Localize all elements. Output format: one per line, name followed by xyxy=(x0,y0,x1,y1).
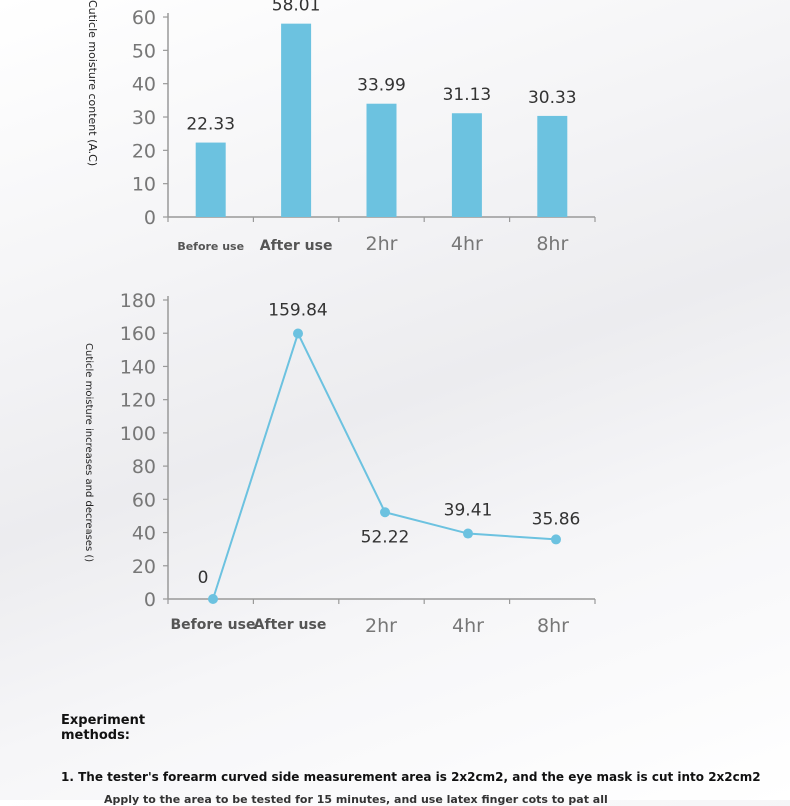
y-tick-label: 20 xyxy=(132,556,156,578)
x-tick-label: 2hr xyxy=(365,615,397,637)
data-label: 0 xyxy=(198,568,209,588)
moisture-content-bar-chart: 0 10 20 30 40 50 60 22.33 Before use 58.01 After u… xyxy=(86,0,596,255)
bar xyxy=(537,115,568,217)
data-label: 52.22 xyxy=(361,527,410,547)
data-label: 33.99 xyxy=(357,76,406,96)
data-label: 31.13 xyxy=(443,85,492,105)
x-tick-label: 8hr xyxy=(537,615,569,637)
decor-dot xyxy=(86,529,90,533)
y-tick-label: 60 xyxy=(132,7,156,29)
x-tick-label: 4hr xyxy=(452,615,484,637)
y-tick-label: 0 xyxy=(144,207,156,229)
y-axis-title: Cuticle moisture content (A.C) xyxy=(86,0,99,166)
y-axis-title: Cuticle moisture increases and decreases… xyxy=(83,343,94,562)
y-tick-label: 140 xyxy=(120,356,156,378)
y-tick-label: 180 xyxy=(120,290,156,312)
y-tick-label: 60 xyxy=(132,489,156,511)
data-point xyxy=(293,328,303,339)
y-tick-label: 0 xyxy=(144,589,156,611)
data-label: 22.33 xyxy=(186,115,235,135)
y-tick-label: 10 xyxy=(132,174,156,196)
data-label: 159.84 xyxy=(268,300,327,320)
y-tick-label: 40 xyxy=(132,74,156,96)
series-line xyxy=(212,330,557,600)
y-tick-label: 120 xyxy=(120,390,156,412)
data-point xyxy=(380,507,390,518)
bar xyxy=(451,113,482,217)
x-tick-label: 4hr xyxy=(451,233,483,255)
x-tick-label: 2hr xyxy=(366,233,398,255)
data-point xyxy=(463,528,473,539)
x-tick-label: Before use xyxy=(171,617,256,633)
data-label: 58.01 xyxy=(272,0,321,16)
data-point xyxy=(551,534,561,545)
y-tick-label: 40 xyxy=(132,523,156,545)
bar xyxy=(366,103,397,217)
x-tick-label: Before use xyxy=(177,240,244,253)
data-label: 35.86 xyxy=(532,509,581,529)
x-tick-label: 8hr xyxy=(536,233,568,255)
data-label: 39.41 xyxy=(444,501,493,521)
data-label: 30.33 xyxy=(528,88,577,108)
methods-heading: Experiment methods: xyxy=(61,713,146,743)
y-tick-label: 100 xyxy=(120,423,156,445)
bar xyxy=(281,23,312,218)
moisture-change-line-chart: 0 20 40 60 80 100 120 140 160 180 0 159.84 52.22 39.4… xyxy=(83,290,596,637)
y-tick-label: 50 xyxy=(132,40,156,62)
bar xyxy=(195,142,226,217)
y-tick-label: 160 xyxy=(120,323,156,345)
y-tick-label: 80 xyxy=(132,456,156,478)
x-tick-label: After use xyxy=(254,617,327,633)
y-tick-label: 20 xyxy=(132,140,156,162)
x-tick-label: After use xyxy=(260,238,333,254)
y-tick-label: 30 xyxy=(132,107,156,129)
methods-step-1: 1. The tester's forearm curved side meas… xyxy=(61,770,761,784)
data-point xyxy=(208,594,218,604)
